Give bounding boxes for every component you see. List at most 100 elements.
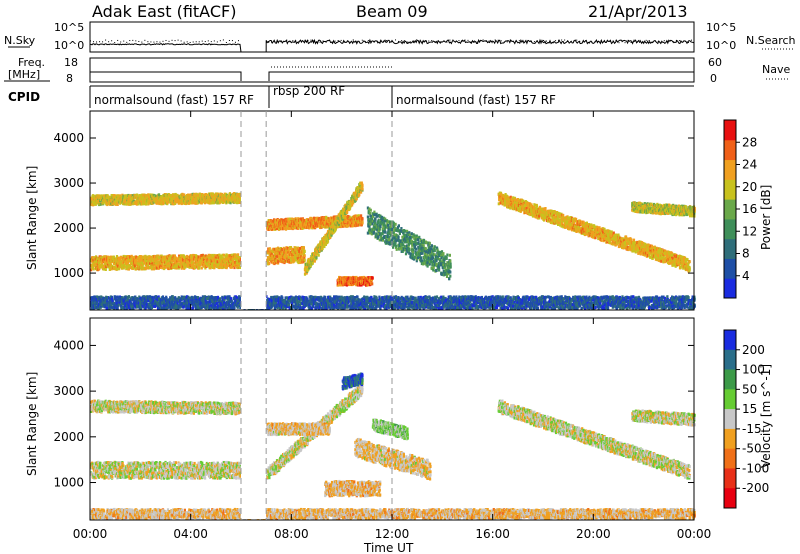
data-cell bbox=[136, 260, 139, 264]
data-cell bbox=[152, 266, 156, 270]
data-cell bbox=[236, 262, 239, 266]
data-cell bbox=[102, 258, 105, 262]
data-cell bbox=[205, 194, 208, 197]
data-cell bbox=[428, 241, 431, 245]
data-cell bbox=[90, 196, 93, 200]
data-cell bbox=[207, 253, 210, 257]
data-cell bbox=[150, 256, 153, 260]
data-cell bbox=[99, 202, 102, 206]
data-cell bbox=[221, 256, 224, 260]
data-cell bbox=[177, 201, 180, 205]
data-cell bbox=[140, 262, 143, 266]
data-cell bbox=[125, 257, 128, 261]
data-cell bbox=[115, 255, 119, 258]
data-cell bbox=[122, 254, 125, 258]
data-cell bbox=[361, 217, 364, 221]
data-cell bbox=[216, 262, 219, 266]
data-cell bbox=[137, 256, 140, 260]
data-cell bbox=[99, 263, 102, 267]
data-cell bbox=[199, 193, 202, 197]
data-cell bbox=[236, 266, 239, 270]
data-cell bbox=[175, 262, 178, 265]
data-cell bbox=[192, 261, 195, 265]
data-cell bbox=[387, 223, 390, 227]
data-cell bbox=[226, 259, 229, 263]
data-cell bbox=[288, 217, 291, 221]
data-cell bbox=[140, 265, 143, 269]
data-cell bbox=[407, 247, 410, 251]
data-cell bbox=[157, 193, 161, 197]
data-cell bbox=[175, 200, 178, 204]
data-cell bbox=[113, 194, 116, 198]
data-cell bbox=[200, 254, 203, 257]
power-data-marks bbox=[90, 181, 696, 310]
data-cell bbox=[125, 201, 128, 205]
data-cell bbox=[238, 266, 241, 269]
data-cell bbox=[95, 262, 98, 266]
data-cell bbox=[203, 193, 206, 197]
data-cell bbox=[378, 227, 381, 231]
data-cell bbox=[303, 250, 306, 254]
data-cell bbox=[148, 256, 151, 260]
data-cell bbox=[227, 200, 230, 204]
data-cell bbox=[395, 244, 398, 248]
data-cell bbox=[173, 254, 176, 258]
data-cell bbox=[204, 254, 207, 258]
data-cell bbox=[197, 258, 201, 262]
data-cell bbox=[212, 259, 215, 263]
data-cell bbox=[126, 255, 129, 258]
data-cell bbox=[90, 268, 93, 272]
data-cell bbox=[135, 200, 138, 204]
data-cell bbox=[209, 192, 212, 196]
data-cell bbox=[232, 259, 235, 263]
data-cell bbox=[220, 192, 224, 196]
date-title: 21/Apr/2013 bbox=[588, 2, 688, 21]
data-cell bbox=[154, 255, 157, 259]
data-cell bbox=[97, 261, 101, 265]
noise-tick-high-right: 10^5 bbox=[706, 21, 736, 34]
data-cell bbox=[134, 257, 137, 261]
data-cell bbox=[129, 194, 132, 198]
data-cell bbox=[176, 196, 179, 200]
data-cell bbox=[126, 262, 129, 266]
data-cell bbox=[133, 263, 136, 266]
data-cell bbox=[138, 258, 141, 262]
data-cell bbox=[361, 184, 364, 188]
data-cell bbox=[121, 264, 124, 268]
data-cell bbox=[149, 259, 152, 263]
data-cell bbox=[371, 276, 374, 280]
data-cell bbox=[221, 200, 225, 204]
data-cell bbox=[221, 265, 225, 269]
data-cell bbox=[430, 244, 433, 248]
data-cell bbox=[373, 210, 376, 214]
data-cell bbox=[188, 201, 191, 205]
data-cell bbox=[372, 230, 376, 234]
data-cell bbox=[268, 262, 271, 265]
data-cell bbox=[179, 196, 182, 200]
data-cell bbox=[181, 196, 184, 200]
data-cell bbox=[234, 253, 237, 257]
data-cell bbox=[165, 262, 169, 266]
data-cell bbox=[182, 201, 185, 205]
data-cell bbox=[179, 260, 182, 264]
noise-tick-low-left: 10^0 bbox=[54, 39, 84, 52]
data-cell bbox=[196, 194, 199, 198]
data-cell bbox=[431, 256, 435, 260]
data-cell bbox=[145, 259, 148, 263]
data-cell bbox=[145, 266, 148, 270]
data-cell bbox=[200, 201, 203, 205]
data-cell bbox=[166, 254, 169, 258]
data-cell bbox=[397, 224, 400, 228]
noise-panel: N.Sky 10^5 10^0 10^5 10^0 N.Search bbox=[4, 21, 796, 53]
data-cell bbox=[131, 258, 134, 262]
data-cell bbox=[358, 193, 361, 197]
data-cell bbox=[179, 254, 183, 258]
data-cell bbox=[133, 264, 137, 268]
data-cell bbox=[101, 264, 104, 268]
data-cell bbox=[303, 254, 306, 258]
data-cell bbox=[229, 201, 232, 205]
data-cell bbox=[230, 253, 233, 257]
data-cell bbox=[317, 253, 320, 257]
data-cell bbox=[200, 266, 203, 270]
data-cell bbox=[181, 260, 184, 264]
